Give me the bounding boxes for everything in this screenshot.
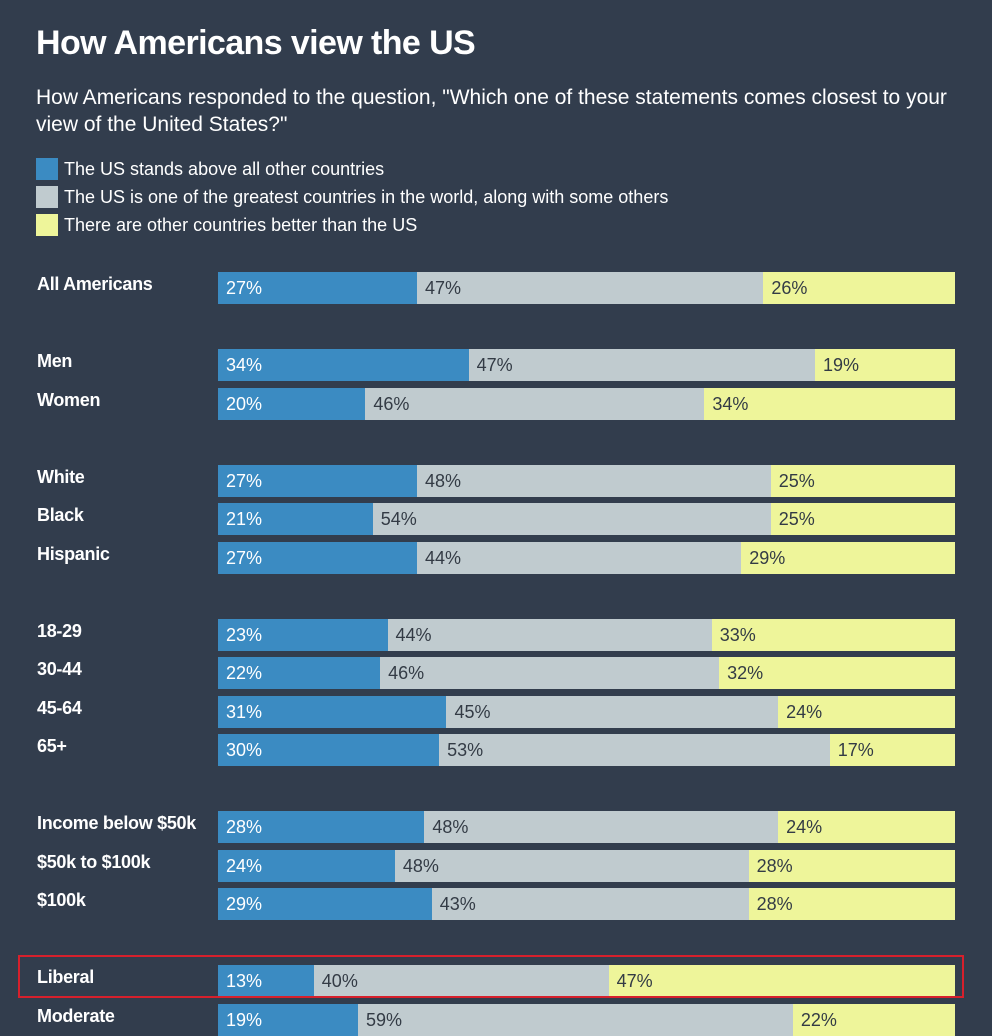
bar-segment-one-of-greatest: 44% (416, 542, 742, 574)
row-label-18-29: 18-29 (37, 621, 82, 641)
legend-item-one-of-greatest: The US is one of the greatest countries … (36, 186, 669, 208)
liberal-highlight-box (18, 955, 964, 998)
bar-segment-one-of-greatest: 59% (358, 1004, 793, 1036)
bar-segment-others-better: 19% (814, 349, 955, 381)
row-label-hispanic: Hispanic (37, 544, 110, 564)
bar-segment-others-better: 32% (719, 657, 955, 689)
bar-segment-above-all: 27% (218, 542, 417, 574)
bar-men: 34% 47% 19% (218, 349, 955, 381)
bar-segment-others-better: 47% (608, 965, 955, 997)
bar-100k: 29% 43% 28% (218, 888, 955, 920)
bar-segment-others-better: 24% (778, 811, 955, 843)
bar-segment-others-better: 17% (829, 734, 955, 766)
bar-segment-others-better: 25% (770, 503, 955, 535)
bar-segment-others-better: 22% (792, 1004, 955, 1036)
bar-segment-one-of-greatest: 40% (313, 965, 609, 997)
row-label-income-below-50k: Income below $50k (37, 813, 196, 833)
bar-segment-one-of-greatest: 44% (387, 619, 712, 651)
bar-segment-one-of-greatest: 47% (416, 272, 764, 304)
row-label-45-64: 45-64 (37, 698, 82, 718)
bar-segment-others-better: 28% (748, 850, 955, 882)
bar-segment-above-all: 29% (218, 888, 432, 920)
bar-segment-others-better: 26% (763, 272, 955, 304)
bar-liberal: 13% 40% 47% (218, 965, 955, 997)
bar-all-americans: 27% 47% 26% (218, 272, 955, 304)
legend-item-above-all: The US stands above all other countries (36, 158, 385, 180)
bar-30-44: 22% 46% 32% (218, 657, 955, 689)
row-label-all-americans: All Americans (37, 274, 153, 294)
row-label-100k: $100k (37, 890, 86, 910)
bar-segment-above-all: 20% (218, 388, 366, 420)
row-label-liberal: Liberal (37, 967, 94, 987)
bar-segment-above-all: 27% (218, 465, 417, 497)
bar-50k-to-100k: 24% 48% 28% (218, 850, 955, 882)
bar-segment-above-all: 19% (218, 1004, 359, 1036)
bar-white: 27% 48% 25% (218, 465, 955, 497)
bar-women: 20% 46% 34% (218, 388, 955, 420)
bar-segment-one-of-greatest: 48% (416, 465, 771, 497)
legend-label: The US stands above all other countries (64, 159, 385, 179)
legend-swatch (36, 158, 58, 180)
legend-label: The US is one of the greatest countries … (64, 187, 669, 207)
bar-segment-one-of-greatest: 48% (424, 811, 779, 843)
row-label-50k-to-100k: $50k to $100k (37, 852, 151, 872)
legend-label: There are other countries better than th… (64, 215, 418, 235)
bar-segment-above-all: 24% (218, 850, 395, 882)
row-label-white: White (37, 467, 85, 487)
bar-segment-one-of-greatest: 45% (446, 696, 779, 728)
bar-segment-one-of-greatest: 43% (431, 888, 749, 920)
bar-moderate: 19% 59% 22% (218, 1004, 955, 1036)
bar-segment-one-of-greatest: 54% (372, 503, 771, 535)
bar-segment-others-better: 25% (770, 465, 955, 497)
bar-45-64: 31% 45% 24% (218, 696, 955, 728)
bar-segment-others-better: 29% (741, 542, 955, 574)
bar-18-29: 23% 44% 33% (218, 619, 955, 651)
chart-legend: The US stands above all other countries … (36, 155, 966, 239)
bar-segment-one-of-greatest: 46% (380, 657, 720, 689)
legend-item-others-better: There are other countries better than th… (36, 214, 418, 236)
bar-segment-others-better: 24% (778, 696, 955, 728)
legend-swatch (36, 214, 58, 236)
bar-segment-one-of-greatest: 53% (439, 734, 830, 766)
bar-segment-above-all: 13% (218, 965, 314, 997)
bar-segment-others-better: 34% (704, 388, 955, 420)
bar-segment-above-all: 30% (218, 734, 440, 766)
row-label-women: Women (37, 390, 101, 410)
bar-hispanic: 27% 44% 29% (218, 542, 955, 574)
row-label-65: 65+ (37, 736, 67, 756)
row-label-black: Black (37, 505, 84, 525)
bar-segment-above-all: 31% (218, 696, 447, 728)
row-label-30-44: 30-44 (37, 659, 82, 679)
bar-segment-above-all: 22% (218, 657, 381, 689)
bar-segment-one-of-greatest: 46% (365, 388, 705, 420)
bar-segment-one-of-greatest: 47% (468, 349, 815, 381)
bar-65: 30% 53% 17% (218, 734, 955, 766)
bar-black: 21% 54% 25% (218, 503, 955, 535)
bar-segment-above-all: 27% (218, 272, 417, 304)
row-label-men: Men (37, 351, 73, 371)
bar-segment-above-all: 23% (218, 619, 388, 651)
bar-income-below-50k: 28% 48% 24% (218, 811, 955, 843)
bar-segment-above-all: 34% (218, 349, 469, 381)
bar-segment-above-all: 21% (218, 503, 373, 535)
legend-swatch (36, 186, 58, 208)
chart-subtitle: How Americans responded to the question,… (36, 86, 947, 136)
bar-segment-others-better: 33% (711, 619, 955, 651)
bar-segment-above-all: 28% (218, 811, 425, 843)
row-label-moderate: Moderate (37, 1006, 115, 1026)
bar-segment-others-better: 28% (748, 888, 955, 920)
chart-title: How Americans view the US (36, 24, 476, 62)
bar-segment-one-of-greatest: 48% (394, 850, 749, 882)
